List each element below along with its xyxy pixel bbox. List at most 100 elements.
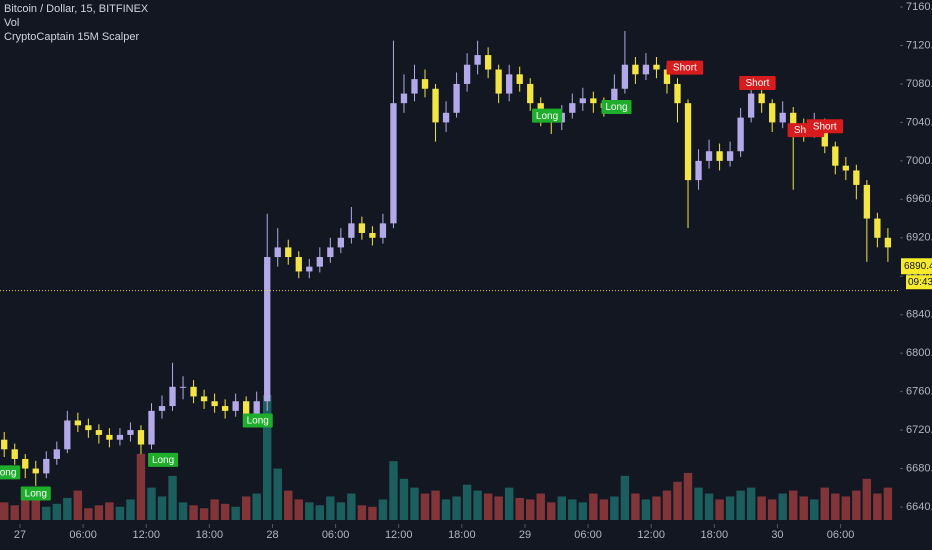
volume-bar bbox=[883, 487, 893, 520]
candle-body bbox=[253, 401, 260, 421]
signal-box bbox=[532, 108, 563, 123]
y-tick-label: 6720.0 bbox=[906, 424, 932, 436]
volume-bar bbox=[631, 493, 640, 520]
volume-bar bbox=[410, 487, 419, 520]
volume-bar bbox=[810, 499, 819, 520]
volume-bar bbox=[873, 493, 882, 520]
candle-body bbox=[116, 434, 124, 440]
candle-body bbox=[506, 74, 513, 94]
volume-bar bbox=[10, 505, 19, 520]
volume-bar bbox=[547, 502, 556, 520]
candle-body bbox=[495, 69, 502, 94]
candle-body bbox=[516, 74, 523, 84]
countdown-tag bbox=[906, 275, 932, 290]
candle-body bbox=[621, 64, 629, 89]
signal-label: Long bbox=[25, 489, 47, 500]
volume-bar bbox=[189, 505, 198, 520]
candle-body bbox=[527, 83, 534, 104]
candle-body bbox=[684, 103, 692, 181]
y-tick-label: 6840.0 bbox=[906, 309, 932, 321]
x-tick-label: 06:00 bbox=[322, 529, 350, 541]
volume-bar bbox=[504, 487, 514, 520]
candle-body bbox=[769, 103, 776, 123]
candle-body bbox=[179, 386, 187, 388]
volume-bar bbox=[315, 505, 325, 520]
volume-bar bbox=[42, 506, 51, 520]
volume-bar bbox=[31, 493, 40, 520]
volume-bar bbox=[94, 505, 104, 520]
candle-body bbox=[884, 237, 892, 248]
candle-body bbox=[169, 386, 176, 407]
candle-body bbox=[611, 88, 618, 108]
candle-body bbox=[653, 64, 660, 70]
y-tick-label: 6680.0 bbox=[906, 462, 932, 474]
signal-label: Short bbox=[673, 63, 697, 74]
candle-body bbox=[348, 223, 355, 238]
candle-body bbox=[853, 170, 860, 185]
volume-bar bbox=[284, 490, 293, 520]
candle-body bbox=[842, 165, 849, 171]
volume-bar bbox=[241, 496, 251, 520]
candle-body bbox=[442, 112, 450, 123]
volume-bar bbox=[789, 490, 798, 520]
x-tick-label: 18:00 bbox=[701, 529, 729, 541]
candle-body bbox=[695, 160, 702, 181]
signal-label: Short bbox=[794, 125, 818, 136]
signal-label: Long bbox=[152, 455, 174, 466]
candle-body bbox=[758, 93, 765, 104]
volume-bar bbox=[473, 490, 482, 520]
candle-body bbox=[474, 55, 481, 65]
candle-body bbox=[137, 430, 145, 445]
candle-body bbox=[232, 401, 239, 411]
volume-bar bbox=[0, 502, 9, 520]
volume-bar bbox=[220, 503, 230, 520]
volume-bar bbox=[704, 493, 714, 520]
volume-bar bbox=[483, 493, 493, 520]
signal-box bbox=[242, 413, 273, 428]
x-tick-label: 27 bbox=[14, 529, 26, 541]
x-tick-label: 29 bbox=[519, 529, 531, 541]
volume-bar bbox=[462, 484, 472, 520]
candle-body bbox=[453, 83, 460, 113]
candle-body bbox=[579, 98, 586, 104]
volume-bar bbox=[557, 496, 566, 520]
volume-bar bbox=[641, 499, 651, 520]
y-tick-label: 6800.0 bbox=[906, 347, 932, 359]
volume-bar bbox=[799, 496, 808, 520]
candle-body bbox=[747, 93, 755, 118]
candle-body bbox=[379, 223, 387, 238]
volume-bar bbox=[536, 493, 545, 520]
signal-label: Short bbox=[745, 78, 769, 89]
candle-body bbox=[463, 64, 471, 84]
candle-body bbox=[642, 64, 650, 75]
y-tick-label: 7160.0 bbox=[906, 1, 932, 13]
volume-bar bbox=[21, 499, 30, 520]
volume-bar bbox=[157, 496, 167, 520]
candle-body bbox=[127, 430, 134, 435]
candle-body bbox=[400, 93, 408, 104]
candle-body bbox=[95, 430, 103, 435]
volume-bar bbox=[168, 475, 177, 520]
volume-bar bbox=[252, 493, 261, 520]
signal-box bbox=[148, 452, 179, 467]
volume-bar bbox=[852, 490, 861, 520]
candle-body bbox=[316, 257, 323, 267]
x-tick-label: 12:00 bbox=[385, 529, 413, 541]
candle-body bbox=[390, 103, 397, 224]
volume-layer bbox=[0, 395, 893, 520]
x-tick-label: 12:00 bbox=[637, 529, 665, 541]
candle-body bbox=[11, 449, 18, 459]
candle-body bbox=[43, 458, 50, 474]
volume-bar bbox=[263, 395, 272, 520]
candle-body bbox=[874, 218, 881, 238]
candle-body bbox=[590, 98, 597, 104]
volume-bar bbox=[715, 499, 724, 520]
volume-bar bbox=[652, 496, 661, 520]
x-tick-label: 18:00 bbox=[196, 529, 224, 541]
candle-body bbox=[295, 257, 302, 272]
candle-body bbox=[863, 184, 871, 219]
volume-bar bbox=[326, 496, 335, 520]
volume-bar bbox=[831, 493, 840, 520]
volume-bar bbox=[494, 496, 503, 520]
signal-label: Short bbox=[813, 121, 837, 132]
